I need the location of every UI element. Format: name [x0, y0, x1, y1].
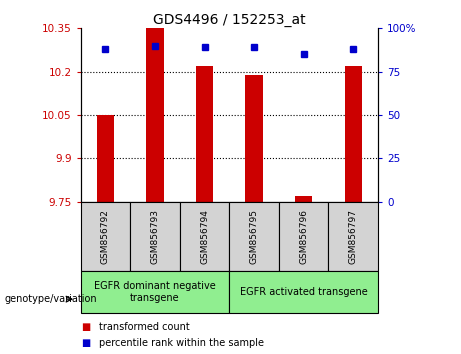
Bar: [196, 66, 213, 202]
Bar: [81, 271, 230, 313]
Text: transformed count: transformed count: [99, 322, 190, 332]
Title: GDS4496 / 152253_at: GDS4496 / 152253_at: [153, 13, 306, 27]
Bar: [295, 196, 313, 202]
Text: ■: ■: [81, 338, 90, 348]
Bar: [130, 202, 180, 271]
Bar: [328, 202, 378, 271]
Text: genotype/variation: genotype/variation: [5, 294, 97, 304]
Text: GSM856794: GSM856794: [200, 209, 209, 264]
Text: EGFR activated transgene: EGFR activated transgene: [240, 287, 367, 297]
Bar: [81, 202, 130, 271]
Text: percentile rank within the sample: percentile rank within the sample: [99, 338, 264, 348]
Bar: [245, 75, 263, 202]
Text: GSM856792: GSM856792: [101, 209, 110, 264]
Bar: [146, 28, 164, 202]
Bar: [229, 202, 279, 271]
Bar: [97, 115, 114, 202]
Text: GSM856795: GSM856795: [249, 209, 259, 264]
Text: GSM856793: GSM856793: [150, 209, 160, 264]
Text: EGFR dominant negative
transgene: EGFR dominant negative transgene: [94, 281, 216, 303]
Text: GSM856797: GSM856797: [349, 209, 358, 264]
Bar: [279, 202, 328, 271]
Bar: [180, 202, 229, 271]
Text: GSM856796: GSM856796: [299, 209, 308, 264]
Bar: [229, 271, 378, 313]
Bar: [344, 66, 362, 202]
Text: ■: ■: [81, 322, 90, 332]
